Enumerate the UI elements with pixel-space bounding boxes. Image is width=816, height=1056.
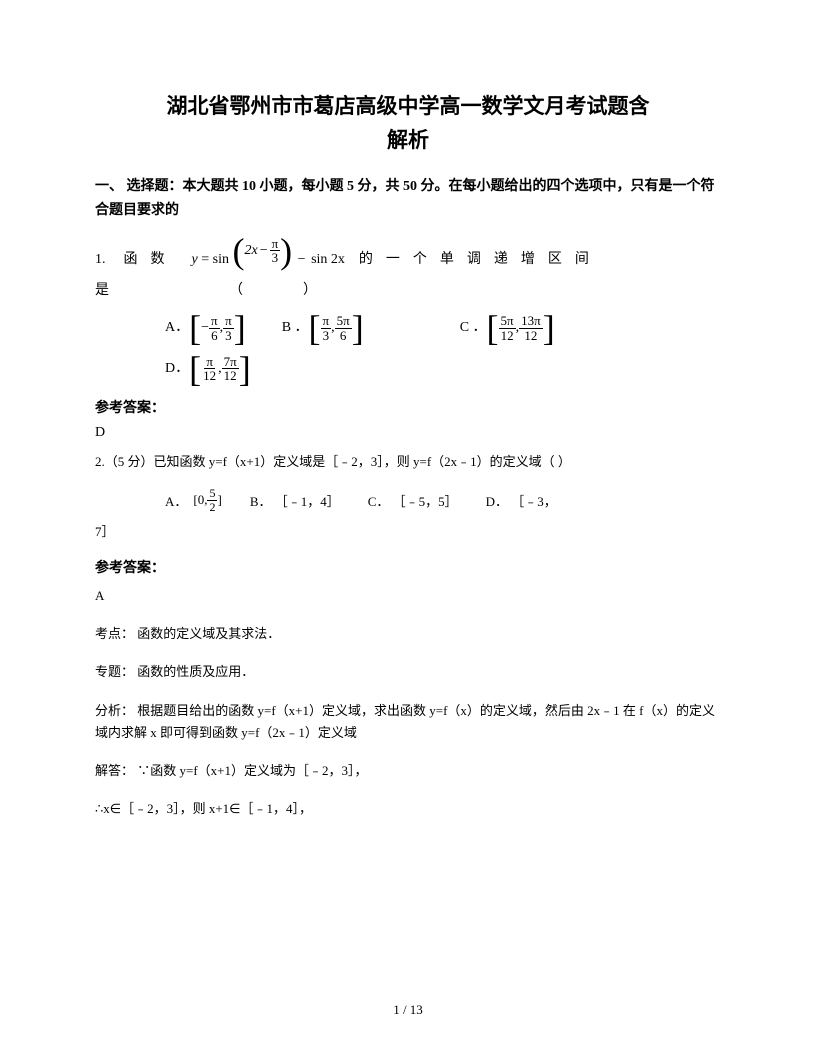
q2-zhuanti: 专题： 函数的性质及应用． [95,661,721,683]
question-1-line-2: 是 （ ） [95,278,721,305]
q1-option-a: A． [ − π6 , π3 ] [165,310,246,346]
q2-answer: A [95,585,721,607]
exam-title: 湖北省鄂州市市葛店高级中学高一数学文月考试题含 解析 [95,90,721,157]
q1-answer-label: 参考答案： [95,397,721,417]
section-heading: 一、 选择题：本大题共 10 小题，每小题 5 分，共 50 分。在每小题给出的… [95,175,721,223]
q2-answer-label: 参考答案： [95,557,721,577]
q2-jieda-1: 解答： ∵函数 y=f（x+1）定义域为［﹣2，3］， [95,760,721,782]
paren-close: ） [303,278,317,305]
q2-option-d: D． ［﹣3， [486,491,557,510]
page-number: 1 / 13 [0,1002,816,1018]
q2-option-c: C． ［﹣5，5］ [368,491,458,510]
q1-middle: 的一个单调递增区间 [359,247,602,274]
question-2-line: 2.（5 分）已知函数 y=f（x+1）定义域是［﹣2，3］，则 y=f（2x﹣… [95,451,721,473]
q2-options: A． [0, 52 ] B． ［﹣1，4］ C． ［﹣5，5］ D． ［﹣3， [165,487,721,513]
q1-answer: D [95,425,721,441]
q1-options-row-2: D． [ π12 , 7π12 ] [165,351,721,387]
q1-is: 是 [95,278,109,305]
q2-option-d-cont: 7］ [95,521,721,543]
q1-options-row-1: A． [ − π6 , π3 ] B ． [ π3 , 5π6 ] C ． [ … [165,310,721,346]
title-line-2: 解析 [95,124,721,158]
question-1-line-1: 1. 函数 y = sin ( 2x − π 3 ) − sin 2x 的一个单… [95,237,721,274]
q1-option-d: D． [ π12 , 7π12 ] [165,351,251,387]
q1-option-c: C ． [ 5π12 , 13π12 ] [460,310,555,346]
q1-number: 1. [95,247,106,274]
q2-fenxi: 分析： 根据题目给出的函数 y=f（x+1）定义域，求出函数 y=f（x）的定义… [95,700,721,744]
q2-kaodian: 考点： 函数的定义域及其求法． [95,623,721,645]
q2-option-b: B． ［﹣1，4］ [250,491,340,510]
q2-option-a: A． [0, 52 ] [165,487,222,513]
title-line-1: 湖北省鄂州市市葛店高级中学高一数学文月考试题含 [95,90,721,124]
paren-open: （ [229,278,243,305]
q2-jieda-2: ∴x∈［﹣2，3］，则 x+1∈［﹣1，4］， [95,798,721,820]
q1-option-b: B ． [ π3 , 5π6 ] [282,310,364,346]
q1-formula: y = sin ( 2x − π 3 ) − sin 2x [192,237,345,274]
q1-prefix: 函数 [124,247,178,274]
